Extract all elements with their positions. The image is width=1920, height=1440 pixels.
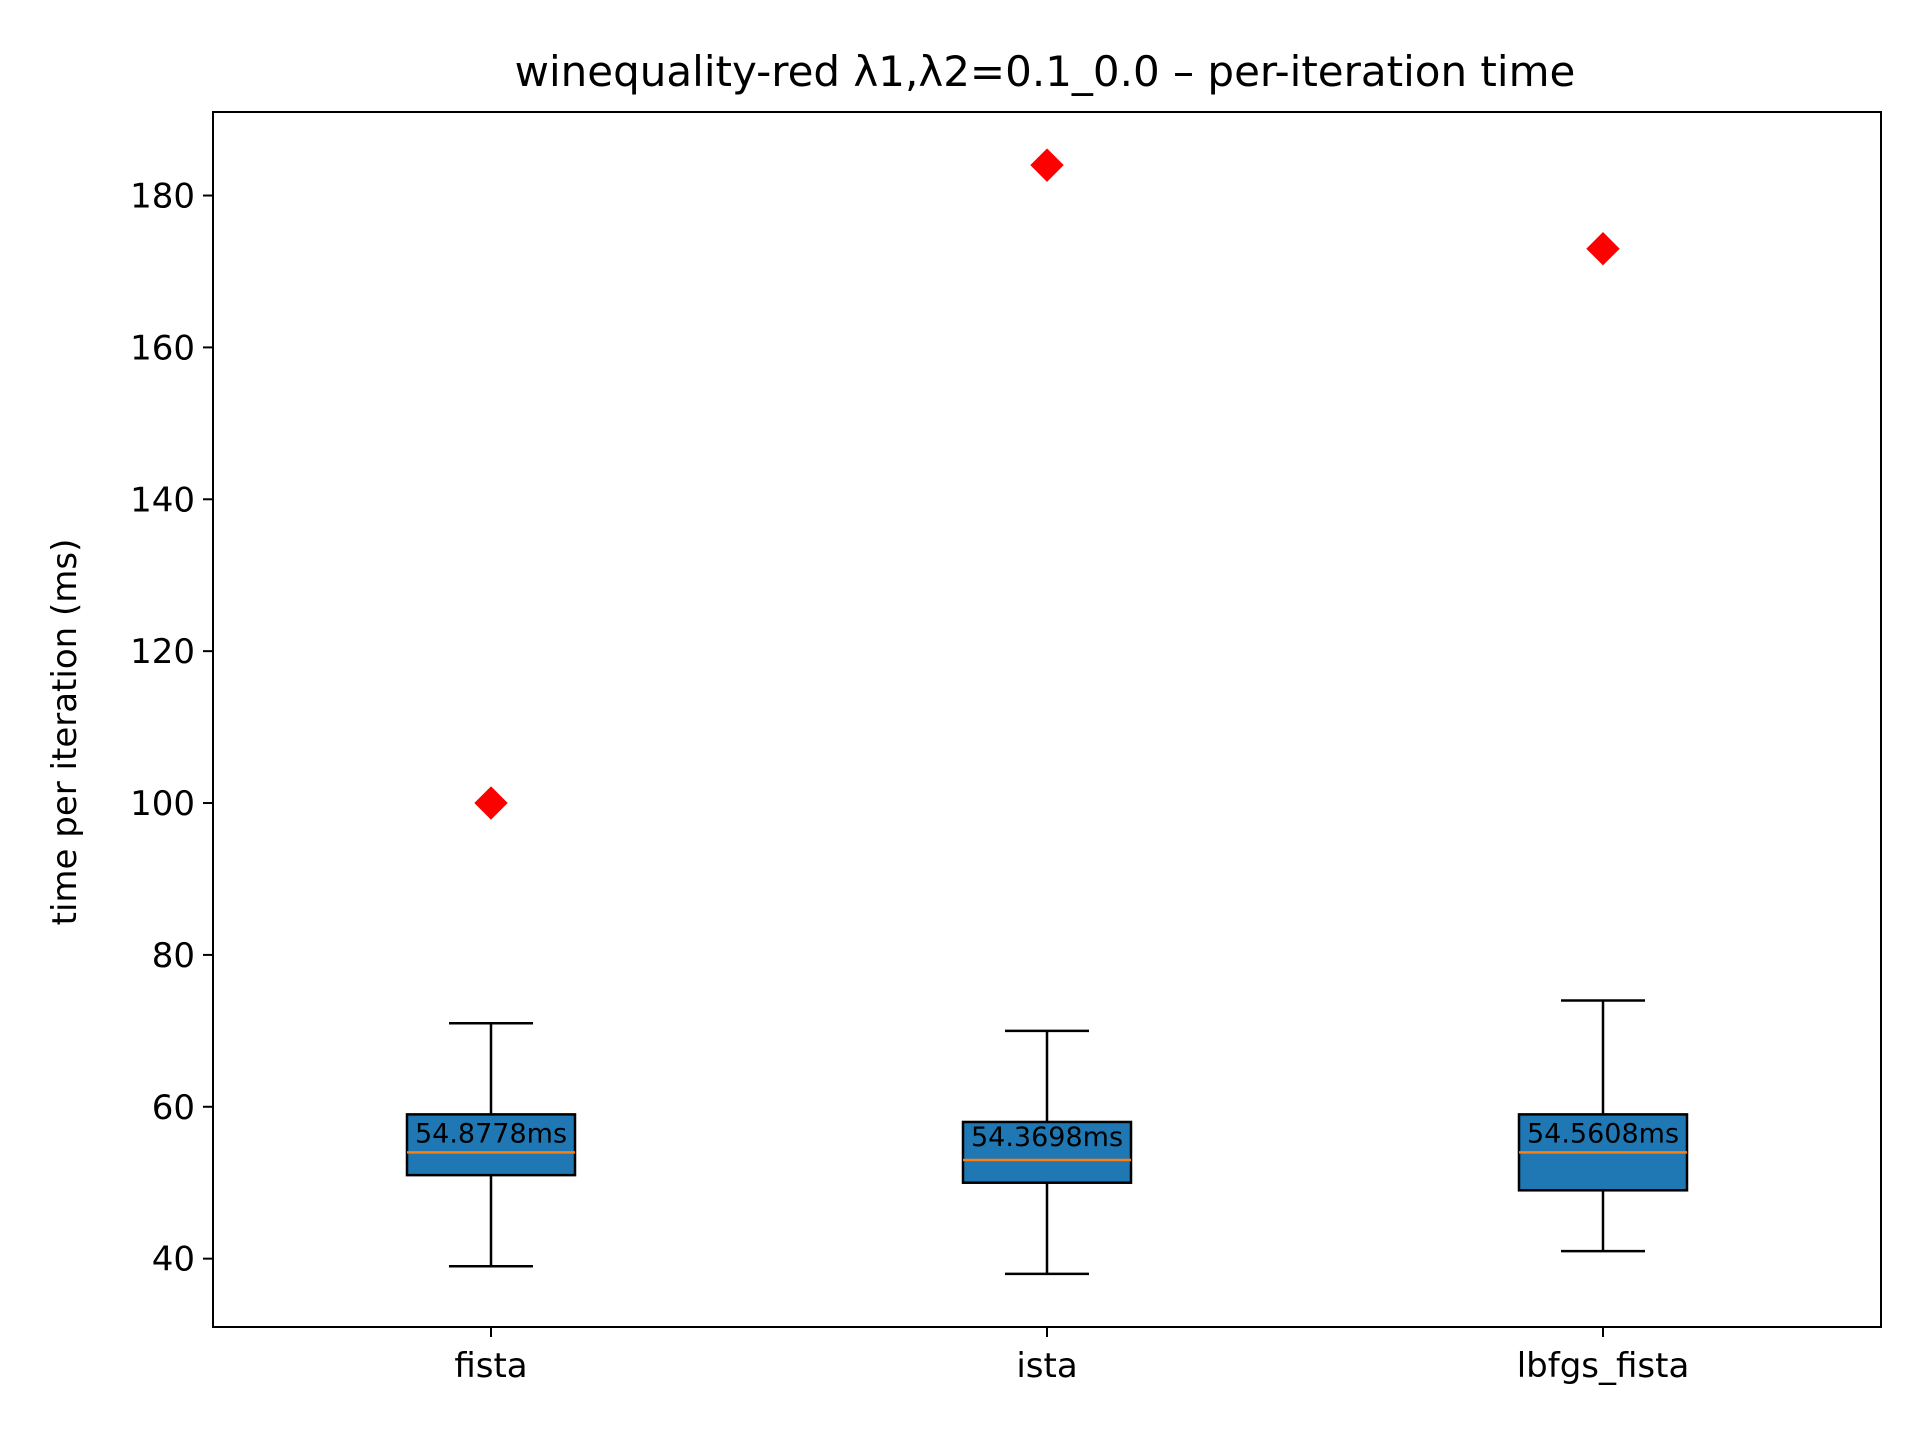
x-tick-label: fista	[454, 1346, 527, 1386]
box-body	[961, 1120, 1133, 1184]
y-tick-label: 160	[130, 328, 195, 368]
y-tick-label: 60	[152, 1088, 195, 1128]
box-value-label: 54.5608ms	[1527, 1118, 1679, 1149]
plot-marks: 40 60 80 100 120 140 160 180 fista ista lbfgs_fist…	[130, 148, 1690, 1386]
y-tick-label: 140	[130, 480, 195, 520]
box-value-label: 54.8778ms	[415, 1118, 567, 1149]
y-tick-label: 40	[152, 1240, 195, 1280]
chart-title: winequality-red λ1,λ2=0.1_0.0 – per-iter…	[515, 47, 1576, 96]
y-tick-label: 100	[130, 784, 195, 824]
outlier-marker	[1586, 231, 1620, 266]
outlier-marker	[474, 786, 508, 820]
plot-frame	[212, 111, 1882, 1328]
x-tick-label: lbfgs_fista	[1517, 1346, 1690, 1386]
y-tick-label: 180	[130, 177, 195, 217]
y-axis-label: time per iteration (ms)	[45, 539, 85, 926]
x-tick-label: ista	[1016, 1346, 1077, 1386]
box-body	[405, 1113, 577, 1177]
box-value-label: 54.3698ms	[971, 1122, 1123, 1153]
outlier-marker	[1030, 148, 1064, 182]
y-tick-label: 120	[130, 632, 195, 672]
y-tick-label: 80	[152, 936, 195, 976]
